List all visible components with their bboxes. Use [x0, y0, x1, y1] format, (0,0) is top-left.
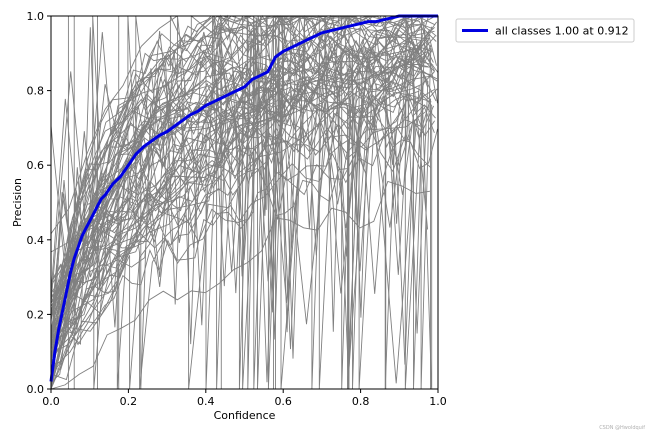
class-curve [50, 85, 420, 384]
per-class-curves [50, 14, 439, 390]
class-curve [50, 61, 432, 375]
class-curve [50, 15, 430, 348]
class-curve [50, 50, 438, 383]
y-tick-label: 1.0 [27, 10, 45, 23]
y-tick-label: 0.6 [27, 159, 45, 172]
series-layer [49, 14, 438, 382]
x-tick-label: 1.0 [429, 395, 447, 408]
class-curve [50, 15, 433, 383]
class-curve [50, 24, 435, 390]
class-curve [50, 15, 433, 307]
class-curve [50, 15, 431, 362]
legend: all classes 1.00 at 0.912 [455, 18, 635, 43]
class-curve [50, 48, 433, 390]
class-curve [50, 25, 433, 377]
class-curve [50, 180, 431, 390]
y-axis-label: Precision [11, 178, 24, 227]
class-curve [50, 15, 437, 390]
x-tick-label: 0.4 [197, 395, 215, 408]
y-axis: 0.0 0.2 0.4 0.6 0.8 1.0 [27, 10, 51, 396]
x-tick-label: 0.6 [274, 395, 292, 408]
class-curve [50, 15, 424, 341]
class-curve [50, 15, 426, 311]
class-curve [50, 15, 435, 390]
plot-frame [50, 15, 439, 390]
class-curve [50, 77, 437, 334]
legend-box [455, 18, 635, 43]
class-curve [50, 26, 435, 315]
class-curve [50, 14, 428, 390]
x-tick-label: 0.8 [352, 395, 370, 408]
x-axis-label: Confidence [214, 409, 276, 422]
class-curve [50, 51, 429, 371]
y-tick-label: 0.8 [27, 85, 45, 98]
class-curve [50, 15, 432, 390]
y-tick-label: 0.2 [27, 308, 45, 321]
x-axis: 0.0 0.2 0.4 0.6 0.8 1.0 [42, 389, 447, 408]
y-tick-label: 0.4 [27, 234, 45, 247]
class-curve [50, 45, 432, 355]
y-tick-label: 0.0 [27, 383, 45, 396]
series-line-all-classes [49, 14, 438, 382]
class-curve [50, 57, 429, 366]
x-tick-label: 0.2 [120, 395, 138, 408]
x-tick-label: 0.0 [42, 395, 60, 408]
legend-label-all-classes: all classes 1.00 at 0.912 [495, 25, 629, 38]
class-curve [50, 14, 431, 390]
watermark: CSDN @Hwoldquif [599, 425, 645, 431]
